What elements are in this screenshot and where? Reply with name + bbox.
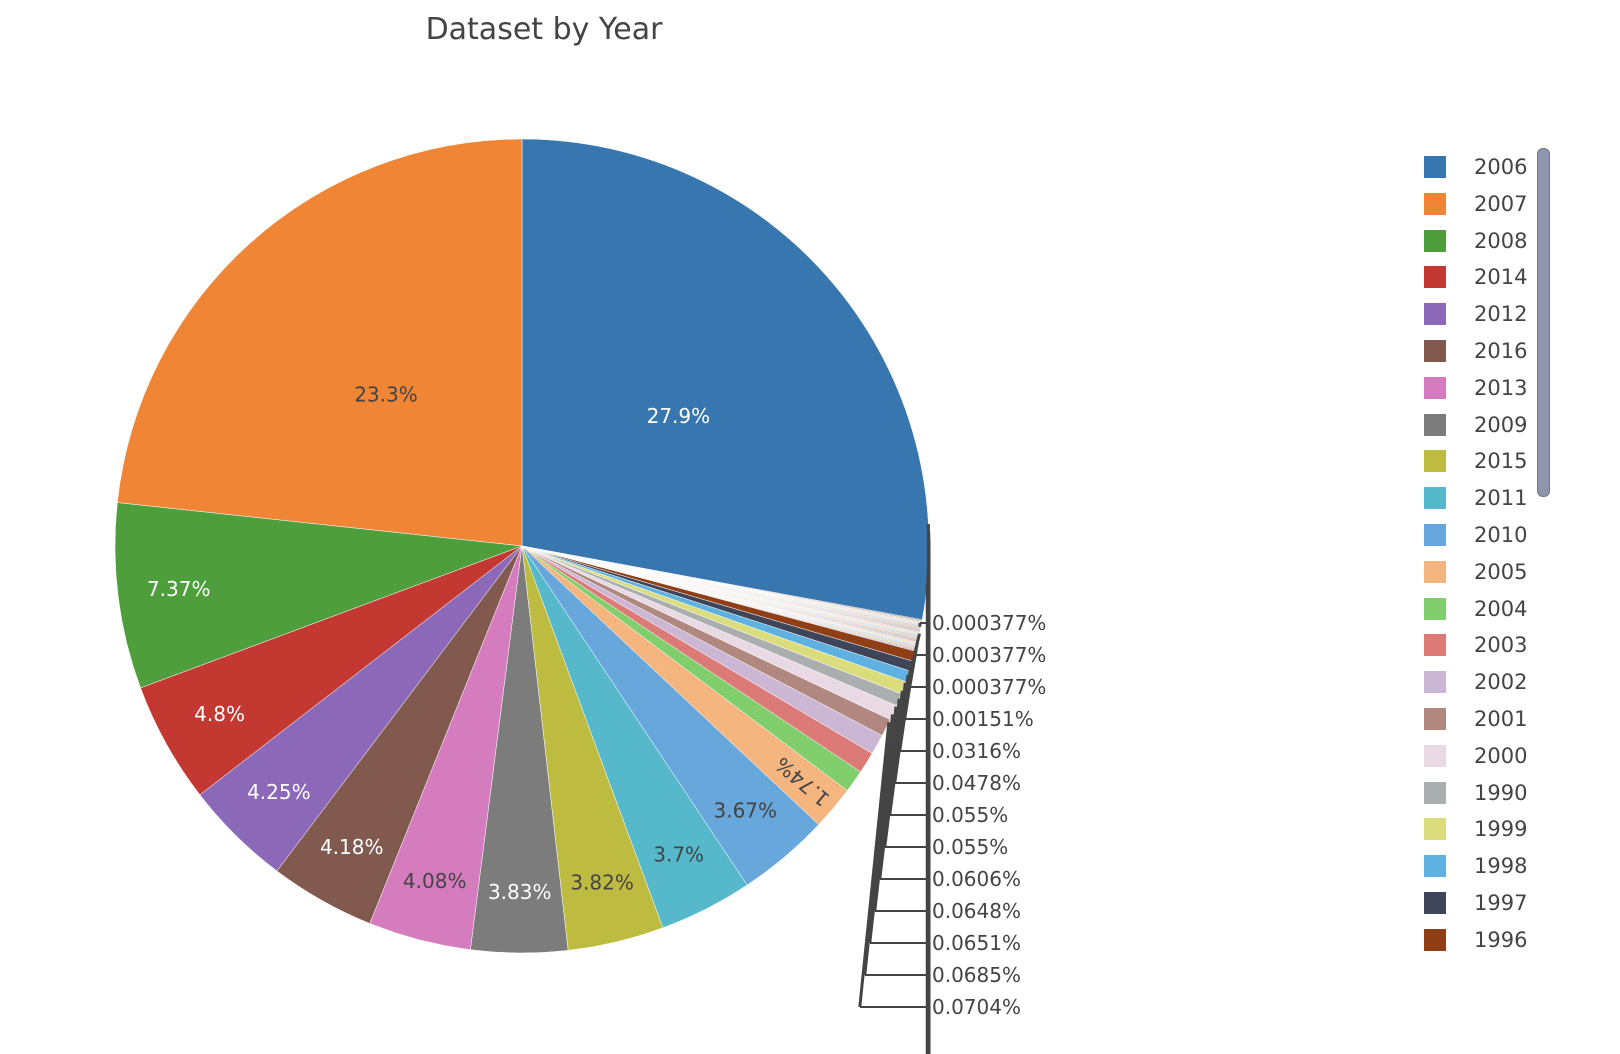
- legend-label: 2010: [1474, 523, 1528, 547]
- legend-label: 2015: [1474, 449, 1528, 474]
- legend-swatch: [1424, 192, 1446, 215]
- legend-swatch: [1424, 892, 1446, 914]
- outside-label: 0.000377%: [932, 643, 1046, 667]
- legend-swatch: [1424, 524, 1446, 546]
- legend-label: 2014: [1474, 265, 1528, 290]
- slice-label-2010: 3.67%: [713, 798, 777, 822]
- legend-item-2000[interactable]: 2000: [1424, 743, 1544, 769]
- legend-swatch: [1424, 560, 1446, 583]
- outside-label: 0.055%: [932, 835, 1008, 859]
- legend-label: 2009: [1474, 412, 1528, 437]
- legend-swatch: [1424, 671, 1446, 694]
- legend-swatch: [1424, 708, 1446, 730]
- legend-label: 2003: [1474, 633, 1528, 658]
- pie-slice-2008[interactable]: [114, 502, 523, 689]
- legend-item-2013[interactable]: 2013: [1424, 375, 1544, 401]
- slice-label-2009: 3.83%: [488, 880, 552, 904]
- legend-item-2015[interactable]: 2015: [1424, 448, 1544, 474]
- legend-item-2016[interactable]: 2016: [1424, 338, 1544, 364]
- legend-swatch: [1424, 156, 1446, 178]
- outside-label: 0.0606%: [932, 867, 1021, 891]
- legend-label: 2004: [1474, 596, 1528, 621]
- legend-swatch: [1424, 413, 1446, 436]
- legend-swatch: [1424, 303, 1446, 326]
- outside-label: 0.0685%: [932, 963, 1021, 987]
- legend-item-1990[interactable]: 1990: [1424, 780, 1544, 806]
- legend-item-2004[interactable]: 2004: [1424, 596, 1544, 622]
- legend-label: 2008: [1474, 228, 1528, 253]
- legend-label: 1998: [1474, 854, 1528, 879]
- slice-label-2015: 3.82%: [570, 871, 634, 895]
- legend-swatch: [1424, 266, 1446, 289]
- legend-item-2014[interactable]: 2014: [1424, 264, 1544, 290]
- legend-swatch: [1424, 744, 1446, 767]
- outside-label: 0.0478%: [932, 771, 1021, 795]
- legend-label: 2000: [1474, 743, 1528, 768]
- legend-swatch: [1424, 450, 1446, 473]
- legend-item-2001[interactable]: 2001: [1424, 706, 1544, 732]
- legend-label: 2001: [1474, 707, 1528, 731]
- legend-label: 1997: [1474, 891, 1528, 915]
- legend-label: 2016: [1474, 339, 1528, 363]
- legend-swatch: [1424, 376, 1446, 399]
- legend-item-1996[interactable]: 1996: [1424, 927, 1544, 953]
- legend-label: 2005: [1474, 559, 1528, 584]
- slice-label-2007: 23.3%: [354, 383, 418, 407]
- legend-swatch: [1424, 634, 1446, 657]
- slice-label-2013: 4.08%: [403, 869, 467, 893]
- legend-label: 2012: [1474, 302, 1528, 327]
- legend-swatch: [1424, 818, 1446, 841]
- legend-item-2010[interactable]: 2010: [1424, 522, 1544, 548]
- slice-label-2016: 4.18%: [320, 835, 384, 859]
- slice-label-2014: 4.8%: [194, 702, 245, 726]
- outside-label: 0.0704%: [932, 995, 1021, 1019]
- legend-swatch: [1424, 340, 1446, 362]
- legend-label: 2011: [1474, 486, 1528, 511]
- legend-item-2006[interactable]: 2006: [1424, 154, 1544, 180]
- legend-swatch: [1424, 487, 1446, 510]
- slice-label-2008: 7.37%: [147, 577, 211, 601]
- legend-swatch: [1424, 928, 1446, 951]
- legend-item-2009[interactable]: 2009: [1424, 412, 1544, 438]
- outside-label: 0.000377%: [932, 611, 1046, 635]
- legend-scrollbar[interactable]: [1537, 148, 1550, 497]
- legend-label: 1999: [1474, 817, 1528, 842]
- legend-label: 1996: [1474, 927, 1528, 952]
- legend-item-2002[interactable]: 2002: [1424, 669, 1544, 695]
- outside-label: 0.0651%: [932, 931, 1021, 955]
- outside-label: 0.055%: [932, 803, 1008, 827]
- legend-item-1997[interactable]: 1997: [1424, 890, 1544, 916]
- outside-label: 0.000377%: [932, 675, 1046, 699]
- legend-swatch: [1424, 781, 1446, 804]
- legend-item-2003[interactable]: 2003: [1424, 632, 1544, 658]
- outside-label: 0.0648%: [932, 899, 1021, 923]
- chart-title: Dataset by Year: [425, 12, 663, 47]
- legend-item-2005[interactable]: 2005: [1424, 559, 1544, 585]
- slice-label-2011: 3.7%: [653, 842, 704, 866]
- legend-item-2011[interactable]: 2011: [1424, 485, 1544, 511]
- pie-slice-2006[interactable]: [521, 138, 930, 621]
- legend-label: 2002: [1474, 670, 1528, 695]
- legend-swatch: [1424, 597, 1446, 620]
- pie-slice-minor[interactable]: [521, 545, 923, 621]
- legend-label: 2006: [1474, 155, 1528, 179]
- legend-item-2007[interactable]: 2007: [1424, 191, 1544, 217]
- legend-item-1998[interactable]: 1998: [1424, 853, 1544, 879]
- pie-slice-2007[interactable]: [117, 138, 523, 547]
- slice-label-2006: 27.9%: [647, 404, 711, 428]
- legend-item-1999[interactable]: 1999: [1424, 816, 1544, 842]
- legend-label: 2013: [1474, 375, 1528, 400]
- legend-item-2012[interactable]: 2012: [1424, 301, 1544, 327]
- legend-item-2008[interactable]: 2008: [1424, 228, 1544, 254]
- legend-swatch: [1424, 855, 1446, 878]
- legend-label: 1990: [1474, 780, 1528, 805]
- legend-label: 2007: [1474, 191, 1528, 216]
- slice-label-2012: 4.25%: [247, 780, 311, 804]
- outside-label: 0.0316%: [932, 739, 1021, 763]
- outside-label: 0.00151%: [932, 707, 1034, 731]
- legend-swatch: [1424, 229, 1446, 252]
